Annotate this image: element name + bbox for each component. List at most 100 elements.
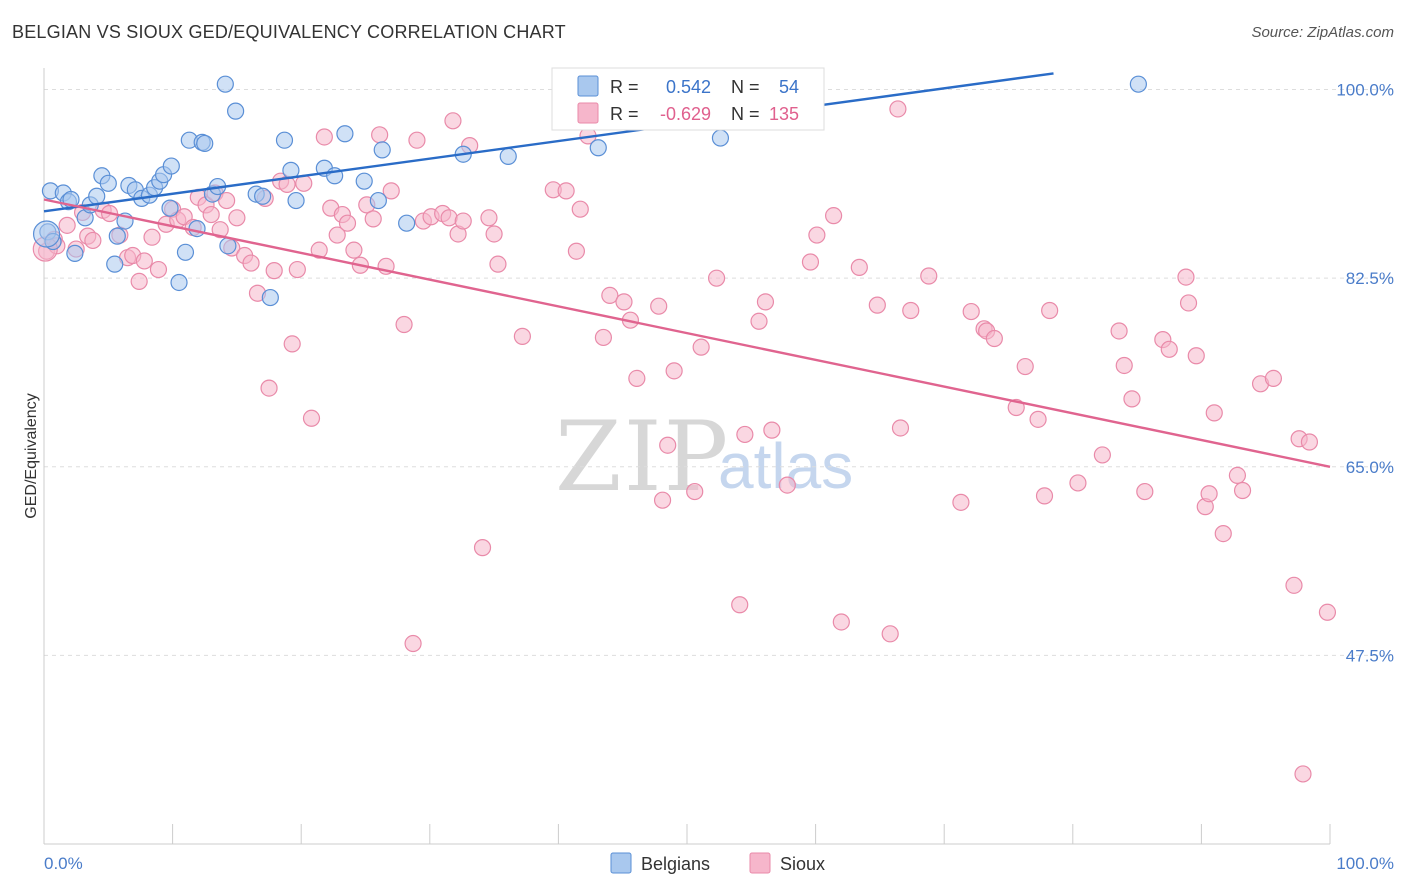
sioux-point <box>489 255 507 273</box>
stats-r-label-sioux: R = <box>610 104 639 124</box>
belgians-point <box>369 191 387 210</box>
sioux-point <box>763 421 781 439</box>
sioux-point <box>440 209 458 227</box>
sioux-point <box>1016 357 1034 376</box>
legend-swatch-belgians <box>610 852 632 874</box>
sioux-point <box>985 329 1003 348</box>
belgians-point <box>99 174 117 192</box>
sioux-point <box>211 221 229 239</box>
sioux-point <box>364 210 382 228</box>
series-legend: Belgians Sioux <box>610 852 825 874</box>
sioux-point <box>1214 524 1232 543</box>
sioux-point <box>395 315 413 334</box>
belgians-point <box>254 187 272 205</box>
sioux-point <box>707 269 726 287</box>
stats-n-label-belgians: N = <box>731 77 760 97</box>
sioux-point <box>920 267 938 285</box>
stats-r-value-belgians: 0.542 <box>666 77 711 97</box>
sioux-point <box>962 302 980 321</box>
sioux-point <box>1205 404 1223 422</box>
sioux-point <box>283 335 301 353</box>
sioux-point <box>665 362 683 380</box>
x-ticks <box>43 824 1331 844</box>
belgians-point <box>499 147 517 165</box>
sioux-point <box>686 482 704 501</box>
sioux-point <box>1136 482 1154 501</box>
sioux-point <box>1187 347 1205 365</box>
sioux-point <box>58 216 76 234</box>
sioux-point <box>1318 603 1337 621</box>
stats-r-label-belgians: R = <box>610 77 639 97</box>
belgians-point <box>589 139 607 157</box>
stats-n-label-sioux: N = <box>731 104 760 124</box>
belgians-point-cluster <box>32 220 61 248</box>
sioux-point <box>567 242 586 260</box>
sioux-point <box>557 182 575 200</box>
sioux-point <box>265 262 283 280</box>
belgians-point <box>287 191 305 210</box>
belgians-point <box>227 102 245 120</box>
y-tick-label: 65.0% <box>1346 458 1394 477</box>
sioux-point <box>382 182 400 200</box>
legend-label-sioux: Sioux <box>780 854 825 874</box>
belgians-point <box>1129 75 1147 93</box>
sioux-point <box>601 286 619 305</box>
sioux-point <box>302 409 321 427</box>
sioux-point <box>615 293 633 311</box>
sioux-point <box>202 205 220 224</box>
belgians-point <box>196 134 214 153</box>
sioux-point <box>731 596 749 614</box>
sioux-point <box>135 252 153 270</box>
belgians-point <box>188 219 206 238</box>
sioux-point <box>1093 446 1111 464</box>
sioux-point <box>485 225 503 243</box>
stats-legend-box: R = 0.542 N = 54 R = -0.629 N = 135 <box>551 67 825 131</box>
sioux-point <box>1228 466 1247 484</box>
stats-swatch-belgians <box>577 75 599 97</box>
belgians-point <box>108 227 126 245</box>
sioux-point <box>594 328 613 347</box>
sioux-point <box>260 379 278 397</box>
belgians-point <box>170 273 188 292</box>
sioux-point <box>1069 474 1087 492</box>
sioux-point <box>659 436 677 454</box>
belgians-points <box>32 69 1147 307</box>
sioux-point <box>692 338 710 356</box>
sioux-point <box>218 191 236 210</box>
belgians-point <box>88 187 106 205</box>
sioux-point <box>143 228 161 246</box>
belgians-point <box>355 172 373 190</box>
sioux-point <box>850 258 868 276</box>
belgians-point <box>373 141 391 159</box>
source-credit: Source: ZipAtlas.com <box>1251 24 1394 41</box>
belgians-point <box>162 157 180 175</box>
y-tick-labels: 100.0% 82.5% 65.0% 47.5% <box>1336 81 1394 666</box>
sioux-point <box>808 226 826 244</box>
sioux-point <box>328 226 346 244</box>
stats-n-value-sioux: 135 <box>769 104 799 124</box>
sioux-point <box>130 272 148 290</box>
x-tick-label-min: 0.0% <box>44 854 83 873</box>
stats-r-value-sioux: -0.629 <box>660 104 711 124</box>
sioux-point <box>444 112 462 130</box>
sioux-trend-line <box>43 198 1331 468</box>
sioux-point <box>1177 268 1195 286</box>
belgians-point <box>66 244 84 262</box>
grid-lines <box>44 89 1394 656</box>
belgians-point <box>711 129 730 147</box>
sioux-point <box>881 625 899 643</box>
sioux-point <box>513 327 531 345</box>
sioux-points <box>32 100 1337 783</box>
sioux-point <box>902 301 920 320</box>
belgians-point <box>219 237 237 255</box>
belgians-point <box>106 255 124 273</box>
sioux-point <box>1285 576 1303 594</box>
sioux-point <box>1029 410 1047 428</box>
sioux-point <box>1035 487 1054 505</box>
sioux-point <box>1041 301 1059 320</box>
sioux-point <box>84 231 102 250</box>
sioux-point <box>832 613 850 631</box>
legend-swatch-sioux <box>749 852 771 874</box>
watermark-zip: ZIP <box>555 401 730 513</box>
